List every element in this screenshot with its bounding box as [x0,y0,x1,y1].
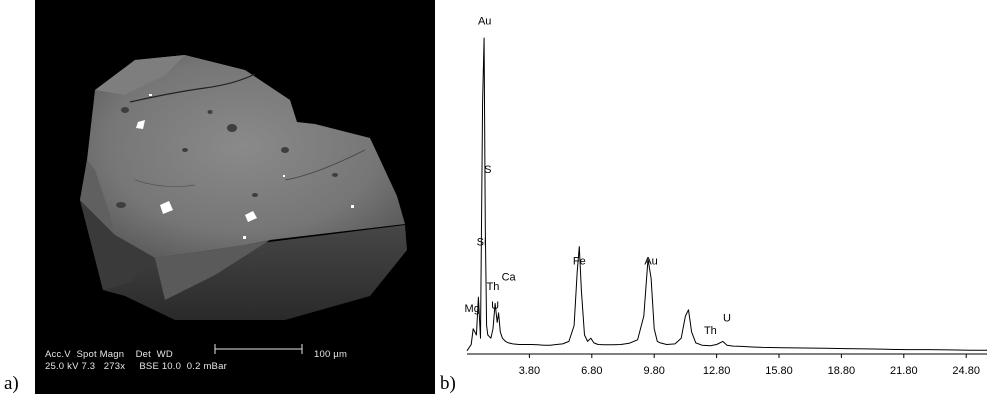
panel-b-label: b) [440,373,456,394]
peak-label-si: Si [477,237,487,249]
sem-micrograph: Acc.V Spot Magn Det WD 25.0 kV 7.3 273x … [35,0,435,394]
x-tick-label: 21.80 [890,365,918,377]
peak-label-u: U [723,313,731,325]
panel-a-label: a) [4,373,19,394]
peak-label-fe: Fe [573,256,586,268]
peak-label-u: U [491,300,499,312]
eds-spectrum-plot: 3.80 6.80 9.80 12.80 15.80 18.80 21.80 24.80 Au… [465,16,987,377]
peak-label-th: Th [487,281,500,293]
x-tick-label: 24.80 [952,365,980,377]
peak-label-mg: Mg [465,303,480,315]
x-tick-label: 3.80 [519,365,540,377]
spectrum-series-line [466,37,987,352]
x-tick-label: 15.80 [765,365,793,377]
peak-label-s: S [484,164,491,176]
peak-label-th: Th [704,325,717,337]
sem-info-header: Acc.V Spot Magn Det WD [45,349,173,360]
x-tick-label: 18.80 [828,365,856,377]
x-tick-label: 6.80 [581,365,602,377]
crystal-image [80,55,407,354]
peak-label-au: Au [644,256,657,268]
scale-bar-label: 100 µm [314,349,348,360]
x-tick-label: 9.80 [643,365,664,377]
eds-spectrum-chart: 3.80 6.80 9.80 12.80 15.80 18.80 21.80 24.80 Au… [440,0,987,397]
x-tick-label: 12.80 [703,365,731,377]
peak-label-ca: Ca [502,271,517,283]
sem-info-values: 25.0 kV 7.3 273x BSE 10.0 0.2 mBar [45,361,227,372]
peak-label-au: Au [478,16,491,28]
